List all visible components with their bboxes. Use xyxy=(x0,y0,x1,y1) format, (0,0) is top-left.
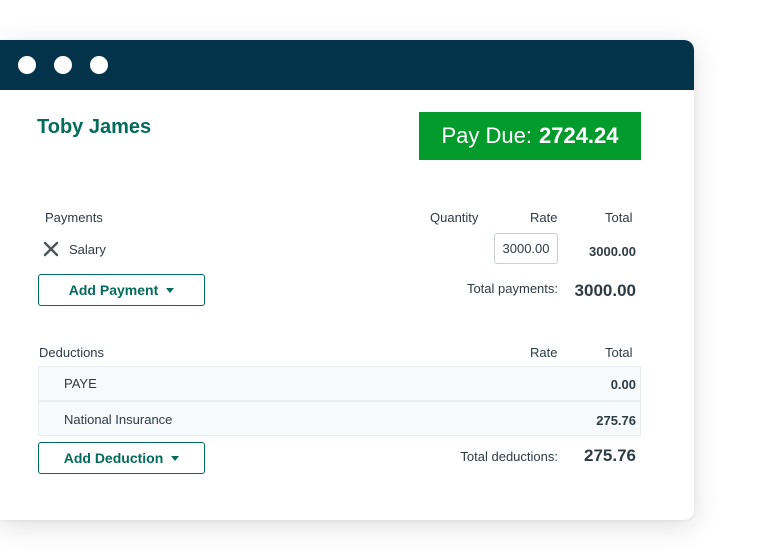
window-dot-3[interactable] xyxy=(90,56,108,74)
deductions-rate-header: Rate xyxy=(530,345,558,360)
add-deduction-label: Add Deduction xyxy=(63,450,164,466)
pay-due-amount: 2724.24 xyxy=(538,123,619,148)
deduction-row-total: 275.76 xyxy=(596,413,636,428)
total-payments-label: Total payments: xyxy=(466,281,558,296)
total-deductions-label: Total deductions: xyxy=(460,449,558,464)
table-row[interactable]: PAYE 0.00 xyxy=(38,366,641,401)
payment-row-name: Salary xyxy=(69,242,106,257)
deductions-heading: Deductions xyxy=(39,345,105,360)
window-dot-2[interactable] xyxy=(54,56,72,74)
deductions-total-header: Total xyxy=(605,345,633,360)
payment-row-total: 3000.00 xyxy=(589,244,636,259)
total-header: Total xyxy=(605,210,633,225)
total-deductions-value: 275.76 xyxy=(584,446,636,465)
deduction-row-name: PAYE xyxy=(64,376,97,391)
table-row[interactable]: National Insurance 275.76 xyxy=(38,401,641,436)
add-payment-label: Add Payment xyxy=(68,282,159,298)
rate-header: Rate xyxy=(530,210,558,225)
close-icon[interactable] xyxy=(43,241,59,257)
pay-due-badge: Pay Due: 2724.24 xyxy=(419,112,641,160)
app-window: Toby James Pay Due: 2724.24 Payments Qua… xyxy=(0,40,694,520)
payment-rate-input[interactable] xyxy=(494,233,558,264)
deduction-row-name: National Insurance xyxy=(64,412,173,427)
employee-name: Toby James xyxy=(37,116,152,138)
deduction-row-total: 0.00 xyxy=(610,377,636,392)
add-payment-button[interactable]: Add Payment xyxy=(38,274,205,306)
chevron-down-icon xyxy=(171,455,180,461)
total-payments-value: 3000.00 xyxy=(574,281,636,300)
chevron-down-icon xyxy=(166,287,175,293)
pay-due-label: Pay Due: xyxy=(441,123,532,148)
add-deduction-button[interactable]: Add Deduction xyxy=(38,442,205,474)
payments-heading: Payments xyxy=(45,210,103,225)
quantity-header: Quantity xyxy=(430,210,479,225)
window-titlebar xyxy=(0,40,694,90)
window-dot-1[interactable] xyxy=(18,56,36,74)
